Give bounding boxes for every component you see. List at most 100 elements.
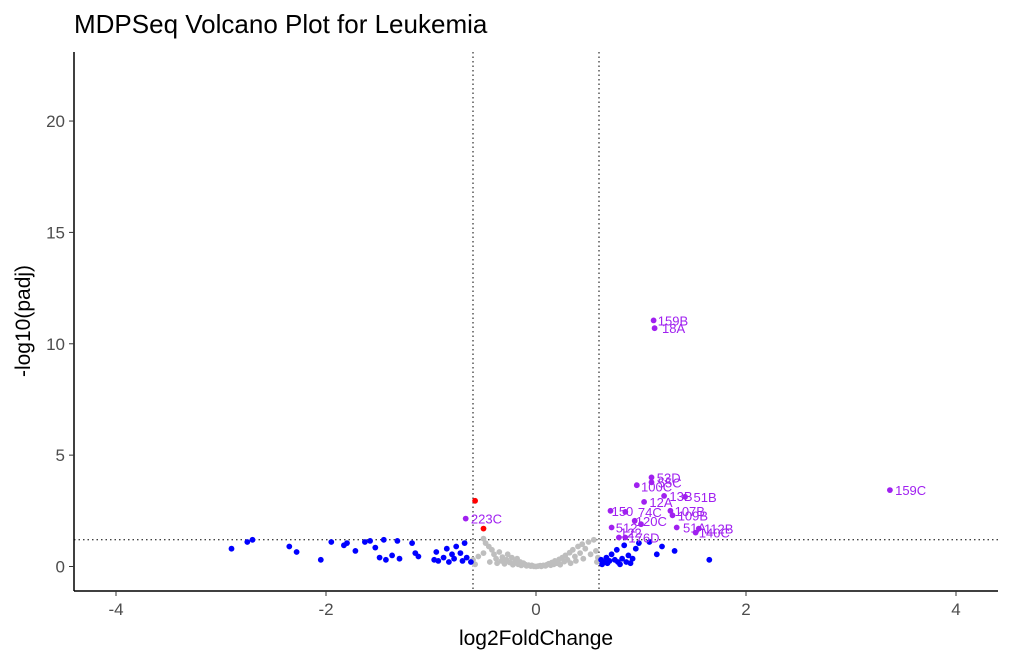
data-point [317,556,324,563]
data-point [706,556,713,563]
data-point [587,551,594,558]
data-point [380,536,387,543]
data-point [671,548,678,554]
data-point [608,551,615,558]
data-point [636,540,642,546]
data-point [508,554,515,561]
data-point [344,540,350,546]
x-tick-label: -2 [318,600,333,619]
data-point [582,545,589,552]
data-point [446,559,452,565]
data-point [593,548,599,554]
data-point [616,534,622,541]
data-point [887,487,893,493]
data-point [579,541,586,548]
point-label: 150 [612,504,634,519]
data-point [607,507,614,514]
data-point [682,493,688,500]
data-point [376,554,383,561]
data-point [463,554,470,561]
data-point [244,539,251,545]
point-label: 12A [649,495,672,510]
point-label: 74C [638,505,662,520]
data-point [440,554,447,561]
point-label: 53D [657,470,681,485]
data-point [667,507,674,514]
point-label: 159C [895,483,926,498]
data-point [648,479,655,486]
data-point [468,559,474,565]
data-point [606,558,613,564]
point-label: 51B [694,490,717,505]
x-tick-label: 0 [531,600,540,619]
data-point [462,515,469,522]
data-point [459,558,466,564]
y-tick-label: 10 [46,335,65,354]
data-point [461,540,468,546]
data-point [638,521,644,528]
data-point [449,551,455,558]
point-label: 107B [675,504,705,519]
data-point [457,550,464,556]
data-point [580,555,587,562]
y-tick-label: 5 [56,446,65,465]
point-label: 122 [620,526,642,541]
y-axis-title: -log10(padj) [12,265,35,377]
data-point [249,536,256,543]
point-label: 109B [678,508,708,523]
data-point [504,551,511,558]
data-point [480,550,487,556]
data-point [585,539,592,545]
data-point [499,554,506,560]
data-point [651,325,658,332]
data-point [617,561,623,568]
data-point [409,540,415,546]
data-point [631,517,638,524]
data-point [372,544,379,551]
point-label: 159B [658,313,688,328]
data-point [557,561,564,568]
data-point [673,524,680,531]
point-label: 176D [628,531,659,546]
data-point [367,538,373,544]
data-point [480,535,487,542]
data-point [472,497,478,504]
data-point [633,482,640,489]
data-point [619,555,625,562]
data-point [659,543,665,550]
y-tick-label: 20 [46,112,65,131]
data-point [695,525,702,532]
y-ticks: 0 5 10 15 20 [46,112,74,577]
data-point [489,546,495,553]
x-ticks: -4 -2 0 2 4 [108,591,961,619]
data-point [480,525,487,532]
x-axis-title: log2FoldChange [459,627,613,650]
x-tick-label: -4 [108,600,123,619]
data-point [433,549,440,555]
data-point [569,546,576,553]
data-point [625,552,632,559]
data-point [494,560,500,567]
data-point [622,534,629,541]
data-point [475,553,482,560]
data-point [286,543,293,550]
point-label: 120C [636,514,667,529]
data-point [632,545,639,552]
data-point [577,550,583,556]
data-point [443,545,450,552]
point-label: 112B [704,522,733,537]
data-point [573,558,579,564]
data-point [641,499,647,505]
data-point [362,539,368,545]
data-point [486,559,493,565]
data-point [394,538,401,544]
data-point [650,317,657,324]
data-point [293,549,300,555]
point-label: 55C [658,475,682,490]
x-tick-label: 2 [741,600,750,619]
data-point [496,549,503,555]
data-point [692,529,699,536]
data-point [567,560,574,567]
